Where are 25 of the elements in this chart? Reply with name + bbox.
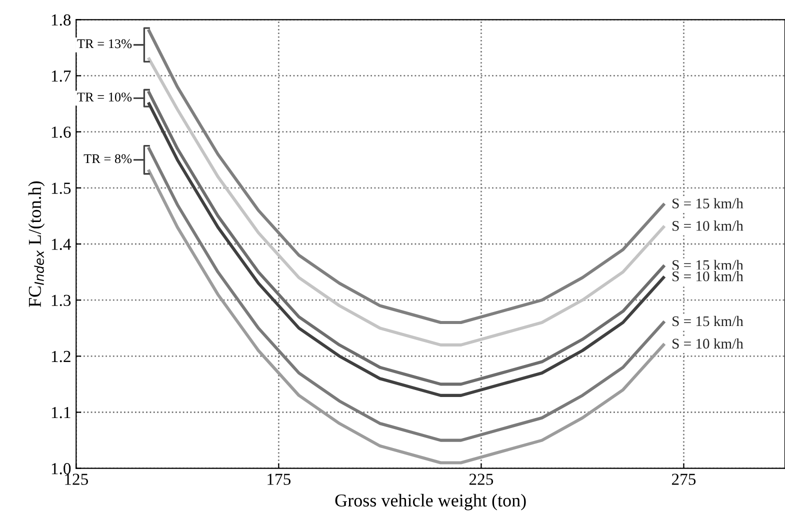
y-tick-label: 1.3 — [52, 294, 71, 306]
x-axis-title: Gross vehicle weight (ton) — [335, 494, 526, 510]
y-tick-label: 1.6 — [52, 126, 71, 138]
y-tick-label: 1.7 — [52, 70, 71, 82]
annotation: TR = 13% — [77, 39, 132, 48]
y-tick-label: 1.0 — [52, 463, 71, 474]
line-series — [148, 57, 666, 346]
x-tick-label: 175 — [268, 474, 291, 485]
y-tick-label: 1.5 — [52, 182, 71, 194]
y-tick-label: 1.4 — [52, 238, 72, 250]
annotation: TR = 8% — [84, 154, 132, 164]
y-tick-label: 1.2 — [52, 350, 70, 362]
x-tick-label: 275 — [672, 474, 696, 485]
series-label: S = 10 km/h — [672, 271, 744, 282]
series-label: S = 15 km/h — [672, 260, 744, 270]
series-label: S = 15 km/h — [672, 198, 744, 208]
y-tick-label: 1.8 — [52, 14, 71, 26]
series-label: S = 15 km/h — [672, 316, 744, 326]
series-label: S = 10 km/h — [672, 338, 744, 349]
series-label: S = 10 km/h — [672, 220, 744, 231]
y-axis-title: FC$_{Index}$ L/(ton.h) — [28, 181, 45, 308]
y-tick-label: 1.1 — [52, 407, 70, 418]
annotation: TR = 10% — [77, 92, 132, 102]
x-tick-label: 225 — [469, 474, 494, 485]
x-tick-label: 125 — [65, 474, 88, 485]
